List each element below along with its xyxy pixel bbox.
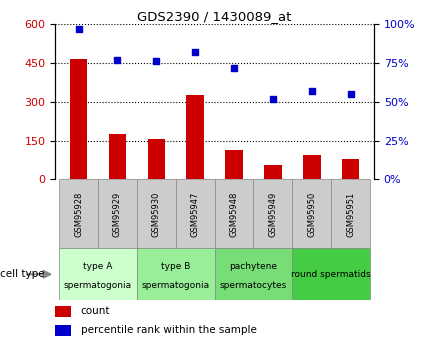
Bar [264,165,282,179]
Bar [176,179,215,248]
Text: cell type: cell type [0,269,45,279]
Bar [55,325,71,336]
Text: type A: type A [83,262,113,271]
Text: spermatocytes: spermatocytes [220,281,287,290]
Point [114,57,121,62]
Bar [98,179,137,248]
Bar [147,139,165,179]
Bar [137,248,215,300]
Point [153,59,160,64]
Bar [59,248,137,300]
Bar [137,179,176,248]
Point [75,26,82,32]
Text: GSM95947: GSM95947 [191,191,200,237]
Bar [215,179,253,248]
Text: spermatogonia: spermatogonia [64,281,132,290]
Text: round spermatids: round spermatids [292,270,371,279]
Text: GSM95951: GSM95951 [346,191,355,237]
Bar [59,179,98,248]
Point [269,96,276,101]
Bar [187,95,204,179]
Bar [342,159,360,179]
Text: count: count [81,306,110,316]
Text: GSM95929: GSM95929 [113,191,122,237]
Point [347,91,354,97]
Text: GSM95950: GSM95950 [307,191,316,237]
Bar [215,248,292,300]
Bar [292,248,370,300]
Text: GSM95948: GSM95948 [230,191,238,237]
Point [231,65,238,70]
Text: GSM95930: GSM95930 [152,191,161,237]
Bar [55,306,71,317]
Text: spermatogonia: spermatogonia [142,281,210,290]
Bar [225,150,243,179]
Bar [109,134,126,179]
Text: type B: type B [161,262,190,271]
Text: pachytene: pachytene [230,262,278,271]
Bar [331,179,370,248]
Bar [253,179,292,248]
Bar [303,155,320,179]
Bar [292,179,331,248]
Text: GSM95928: GSM95928 [74,191,83,237]
Title: GDS2390 / 1430089_at: GDS2390 / 1430089_at [137,10,292,23]
Text: GSM95949: GSM95949 [269,191,278,237]
Bar [70,59,87,179]
Text: percentile rank within the sample: percentile rank within the sample [81,325,257,335]
Point [192,49,198,55]
Point [309,88,315,93]
